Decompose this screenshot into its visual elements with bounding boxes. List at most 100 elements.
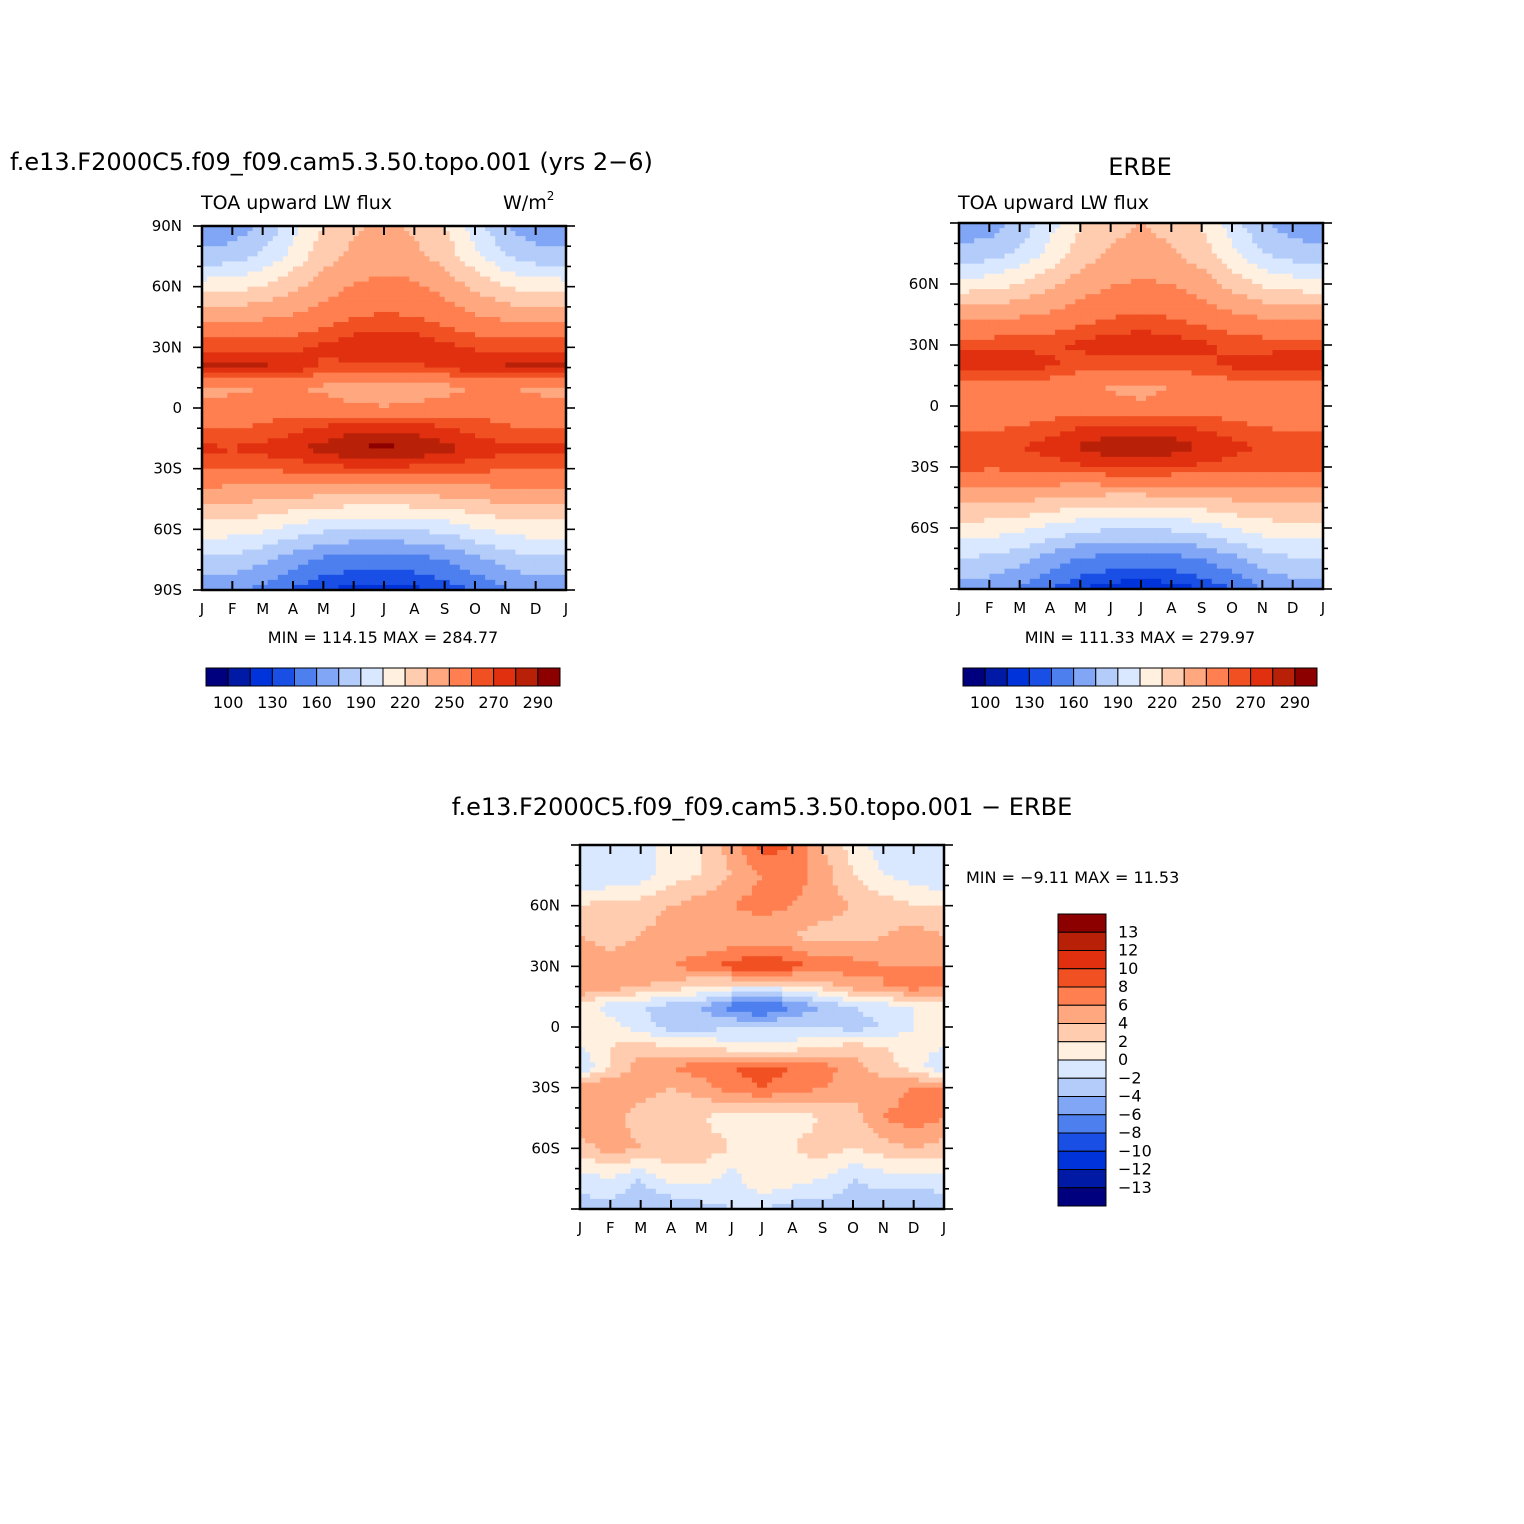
model-cell <box>232 499 238 505</box>
model-cell <box>480 413 486 419</box>
model-cell <box>555 332 562 338</box>
model-cell <box>444 499 451 505</box>
model-cell <box>404 246 410 252</box>
model-cell <box>227 271 233 278</box>
model-cell <box>525 564 532 571</box>
model-cell <box>318 246 324 252</box>
model-cell <box>414 463 420 470</box>
model-cell <box>232 372 238 379</box>
model-cell <box>287 231 294 237</box>
model-cell <box>419 448 426 455</box>
model-cell <box>272 342 279 348</box>
model-cell <box>353 231 360 237</box>
model-cell <box>545 519 552 525</box>
model-cell <box>262 402 269 409</box>
model-cell <box>202 499 208 505</box>
model-cell <box>207 281 213 288</box>
model-cell <box>338 241 345 247</box>
model-cell <box>485 261 491 268</box>
model-cell <box>267 261 274 268</box>
model-cell <box>389 291 395 298</box>
model-cell <box>404 236 410 242</box>
model-cell <box>237 493 244 500</box>
model-cell <box>207 226 213 232</box>
model-cell <box>358 357 365 364</box>
model-cell <box>277 554 284 561</box>
model-cell <box>434 266 441 273</box>
model-cell <box>277 514 284 520</box>
model-cell <box>535 317 542 323</box>
model-cell <box>520 483 527 490</box>
model-cell <box>378 306 385 313</box>
model-cell <box>293 468 299 475</box>
model-cell <box>267 574 274 581</box>
model-cell <box>459 519 466 525</box>
model-cell <box>505 418 511 424</box>
model-cell <box>464 433 471 439</box>
model-cell <box>505 362 511 369</box>
model-cell <box>338 347 345 353</box>
model-cell <box>424 357 431 364</box>
model-cell <box>247 554 254 561</box>
model-cell <box>328 569 335 576</box>
model-cell <box>378 418 385 424</box>
model-cell <box>373 281 380 288</box>
model-cell <box>267 357 274 364</box>
model-cell <box>252 392 259 399</box>
model-cell <box>439 271 446 278</box>
model-cell <box>252 236 259 242</box>
model-cell <box>520 443 527 450</box>
model-cell <box>282 387 289 394</box>
model-cell <box>505 483 511 490</box>
model-cell <box>272 322 279 328</box>
model-cell <box>343 569 350 576</box>
model-cell <box>480 493 486 500</box>
model-cell <box>434 286 441 293</box>
model-cell <box>298 559 304 566</box>
model-cell <box>475 286 481 293</box>
model-cell <box>348 438 355 444</box>
model-cell <box>490 554 496 561</box>
model-cell <box>358 433 365 439</box>
model-cell <box>424 372 431 379</box>
model-cell <box>242 433 249 439</box>
model-cell <box>232 306 238 313</box>
model-cell <box>389 352 395 359</box>
model-cell <box>399 559 405 566</box>
model-cell <box>404 342 410 348</box>
model-cell <box>485 296 491 303</box>
model-cell <box>227 382 233 389</box>
model-cell <box>348 286 355 293</box>
model-cell <box>217 524 223 530</box>
model-cell <box>449 473 456 480</box>
model-cell <box>262 301 269 308</box>
model-cell <box>550 266 557 273</box>
model-cell <box>485 483 491 490</box>
model-cell <box>207 332 213 338</box>
model-cell <box>394 382 400 389</box>
model-cell <box>384 251 390 257</box>
model-cell <box>202 296 208 303</box>
model-cell <box>480 296 486 303</box>
model-cell <box>378 317 385 323</box>
model-cell <box>313 423 319 429</box>
model-cell <box>257 458 264 465</box>
model-cell <box>343 504 350 510</box>
model-cell <box>419 524 426 530</box>
model-cell <box>303 463 309 470</box>
model-cell <box>277 509 284 515</box>
model-cell <box>237 539 244 546</box>
model-cell <box>328 382 335 389</box>
model-cell <box>389 322 395 328</box>
model-cell <box>237 499 244 505</box>
model-cell <box>429 266 436 273</box>
model-cell <box>490 362 496 369</box>
model-cell <box>277 438 284 444</box>
model-cell <box>373 266 380 273</box>
model-cell <box>530 413 537 419</box>
model-cell <box>469 418 476 424</box>
model-cell <box>373 347 380 353</box>
model-cell <box>419 291 426 298</box>
model-cell <box>318 271 324 278</box>
model-cell <box>444 352 451 359</box>
